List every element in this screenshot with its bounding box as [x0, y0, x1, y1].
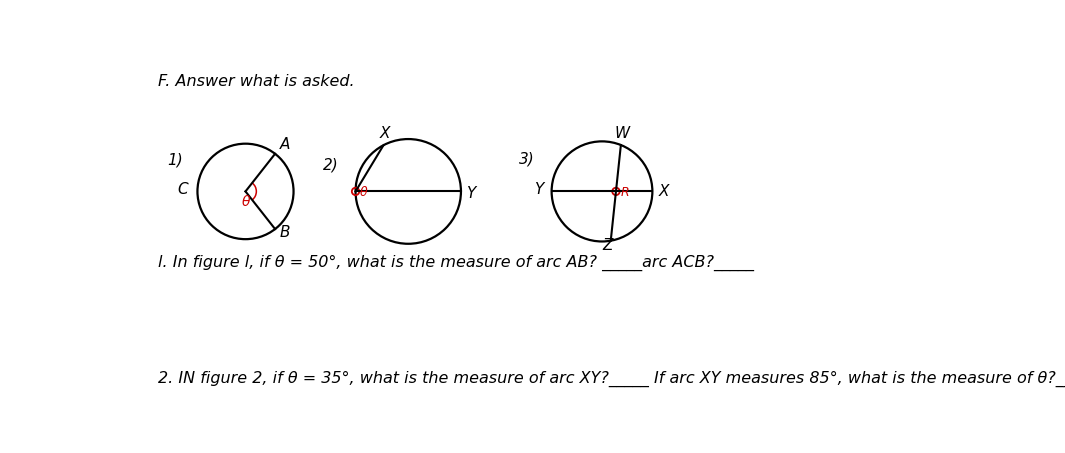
Text: R: R	[621, 187, 629, 199]
Text: W: W	[615, 126, 630, 141]
Text: 1): 1)	[168, 153, 183, 168]
Text: Z: Z	[603, 238, 612, 253]
Text: l. In figure l, if θ = 50°, what is the measure of arc AB? _____arc ACB?_____: l. In figure l, if θ = 50°, what is the …	[158, 255, 754, 271]
Text: θ: θ	[360, 186, 367, 199]
Text: A: A	[280, 137, 290, 152]
Text: X: X	[380, 126, 390, 141]
Text: 2): 2)	[323, 158, 339, 173]
Text: θ: θ	[242, 194, 250, 208]
Text: Y: Y	[466, 186, 476, 201]
Text: F. Answer what is asked.: F. Answer what is asked.	[158, 73, 355, 89]
Text: X: X	[658, 184, 669, 199]
Text: 3): 3)	[519, 151, 535, 166]
Text: B: B	[280, 225, 291, 240]
Text: Y: Y	[535, 183, 544, 198]
Text: 2. IN figure 2, if θ = 35°, what is the measure of arc XY?_____ If arc XY measur: 2. IN figure 2, if θ = 35°, what is the …	[158, 371, 1065, 387]
Text: C: C	[178, 183, 189, 198]
